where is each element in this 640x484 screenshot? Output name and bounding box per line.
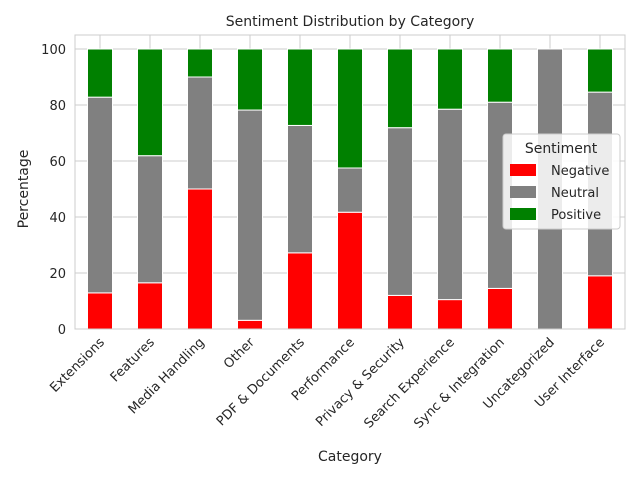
bar-neutral	[187, 76, 213, 190]
y-tick-label: 100	[41, 43, 66, 58]
bar-neutral	[237, 109, 263, 321]
bar-positive	[487, 48, 513, 103]
y-axis-label: Percentage	[16, 150, 32, 229]
legend-swatch-positive	[510, 208, 536, 220]
legend-swatch-neutral	[510, 186, 536, 198]
bar-negative	[187, 188, 213, 330]
chart-title: Sentiment Distribution by Category	[226, 14, 475, 30]
bar-positive	[87, 48, 113, 98]
bar-positive	[187, 48, 213, 78]
bar-negative	[237, 319, 263, 330]
bar-negative	[587, 275, 613, 330]
bar-negative	[87, 292, 113, 330]
bar-neutral	[387, 127, 413, 296]
bar-positive	[437, 48, 463, 110]
bar-positive	[237, 48, 263, 111]
legend-label-negative: Negative	[551, 164, 609, 179]
y-tick-label: 0	[58, 323, 66, 338]
y-ticks: 0 20 40 60 80 100	[41, 43, 66, 338]
bar-neutral	[287, 124, 313, 254]
y-tick-label: 40	[49, 211, 66, 226]
bar-neutral	[137, 155, 163, 284]
bar-positive	[337, 48, 363, 169]
plot-frame	[74, 34, 626, 330]
bar-negative	[437, 299, 463, 330]
legend-label-positive: Positive	[551, 208, 601, 223]
bar-neutral	[337, 167, 363, 213]
bar-negative	[137, 282, 163, 330]
legend-swatch-negative	[510, 164, 536, 176]
bar-positive	[287, 48, 313, 126]
x-axis-label: Category	[318, 449, 382, 465]
bar-negative	[487, 287, 513, 330]
bar-negative	[287, 252, 313, 330]
legend: Sentiment Negative Neutral Positive	[502, 133, 621, 230]
legend-title: Sentiment	[525, 141, 598, 157]
y-tick-label: 80	[49, 99, 66, 114]
legend-label-neutral: Neutral	[551, 186, 599, 201]
bar-negative	[337, 211, 363, 330]
bar-positive	[587, 48, 613, 93]
y-tick-label: 20	[49, 267, 66, 282]
y-tick-label: 60	[49, 155, 66, 170]
bar-positive	[137, 48, 163, 157]
bar-neutral	[87, 96, 113, 294]
bar-positive	[387, 48, 413, 129]
legend-box	[502, 133, 621, 230]
bar-neutral	[437, 108, 463, 301]
bar-negative	[387, 294, 413, 330]
